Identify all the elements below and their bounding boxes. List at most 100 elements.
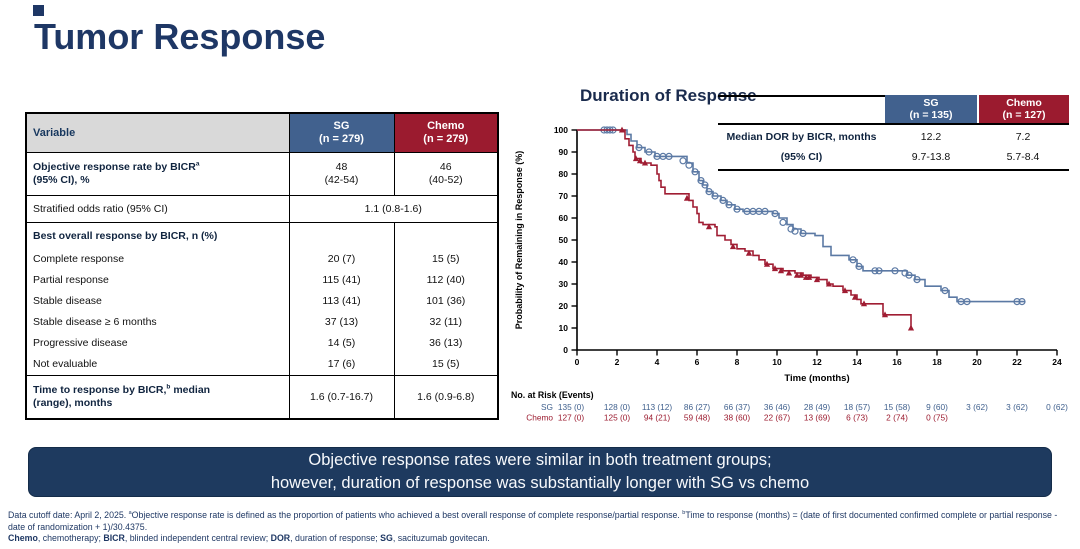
sg-censor-mark — [711, 192, 719, 200]
dor-table: SG (n = 135) Chemo (n = 127) Median DOR by… — [718, 95, 1069, 171]
risk-value: 18 (57) — [844, 402, 871, 412]
table-row: Partial response 115 (41) 112 (40) — [26, 270, 498, 291]
chemo-censor-mark — [763, 260, 771, 267]
chemo-censor-mark — [636, 157, 644, 164]
y-tick-label: 100 — [554, 125, 568, 135]
sg-censor-mark — [941, 287, 949, 295]
row-label: Objective response rate by BICRa (95% CI)… — [26, 152, 289, 196]
sg-censor-mark — [901, 269, 909, 277]
risk-value: 9 (60) — [926, 402, 948, 412]
sg-column-header: SG (n = 279) — [288, 113, 394, 153]
x-tick-label: 14 — [852, 357, 862, 367]
sg-censor-mark — [665, 152, 673, 161]
chemo-censor-mark — [793, 271, 801, 278]
risk-row-name: Chemo — [526, 413, 553, 423]
dor-chemo-header: Chemo (n = 127) — [977, 95, 1069, 123]
sg-value — [288, 222, 394, 249]
chemo-censor-mark — [860, 300, 868, 307]
y-tick-label: 0 — [563, 345, 568, 355]
sg-censor-mark — [849, 256, 857, 264]
accent-square — [33, 5, 44, 16]
sg-censor-mark — [705, 187, 713, 196]
sg-censor-mark — [645, 148, 653, 156]
chemo-censor-mark — [907, 324, 915, 331]
sg-censor-mark — [963, 298, 971, 306]
risk-value: 13 (69) — [804, 413, 831, 423]
risk-table-title: No. at Risk (Events) — [511, 390, 594, 400]
table-row: Progressive disease 14 (5) 36 (13) — [26, 333, 498, 354]
risk-value: 6 (73) — [846, 413, 868, 423]
dor-table-header-row: SG (n = 135) Chemo (n = 127) — [718, 95, 1069, 125]
risk-value: 2 (74) — [886, 413, 908, 423]
chemo-censor-mark — [777, 267, 785, 274]
chemo-censor-mark — [745, 249, 753, 256]
risk-value: 38 (60) — [724, 413, 751, 423]
sg-censor-mark — [1013, 298, 1021, 306]
y-tick-label: 80 — [559, 169, 569, 179]
x-tick-label: 10 — [772, 357, 782, 367]
dor-ci-row: (95% CI) 9.7-13.8 5.7-8.4 — [718, 147, 1069, 169]
chemo-censor-mark — [618, 126, 626, 133]
sg-censor-mark — [799, 229, 807, 237]
table-row: Best overall response by BICR, n (%) — [26, 222, 498, 249]
dor-chemo-ci-value: 5.7-8.4 — [1006, 151, 1040, 163]
chemo-censor-mark — [805, 274, 813, 280]
x-tick-label: 6 — [695, 357, 700, 367]
x-tick-label: 20 — [972, 357, 982, 367]
sg-censor-mark — [913, 276, 921, 284]
risk-value: 0 (62) — [1046, 402, 1068, 412]
chemo-value: 101 (36) — [393, 291, 498, 312]
chemo-value: 112 (40) — [393, 270, 498, 291]
sg-censor-mark — [771, 210, 779, 218]
chemo-censor-mark — [683, 194, 691, 201]
sg-censor-mark — [1018, 298, 1026, 306]
dor-sg-header: SG (n = 135) — [885, 95, 977, 123]
table-row: Time to response by BICR,b median (range)… — [26, 375, 498, 419]
dor-row-label: (95% CI) — [780, 151, 823, 163]
sg-censor-mark — [779, 218, 787, 226]
x-tick-label: 12 — [812, 357, 822, 367]
chemo-censor-mark — [797, 271, 805, 278]
sg-value: 37 (13) — [288, 312, 394, 333]
variable-column-header: Variable — [26, 113, 289, 153]
sg-censor-mark — [725, 201, 733, 209]
sg-value: 48 (42-54) — [288, 152, 394, 196]
dor-header-spacer — [718, 95, 885, 123]
y-tick-label: 40 — [559, 257, 569, 267]
row-label: Best overall response by BICR, n (%) — [26, 222, 289, 249]
dor-row-label: Median DOR by BICR, months — [726, 131, 877, 143]
sg-censor-mark — [679, 157, 687, 165]
sg-censor-mark — [685, 161, 693, 169]
dor-sg-ci-value: 9.7-13.8 — [911, 151, 951, 163]
risk-value: 28 (49) — [804, 402, 831, 412]
risk-value: 66 (37) — [724, 402, 751, 412]
chemo-censor-mark — [729, 243, 737, 250]
y-tick-label: 10 — [559, 323, 569, 333]
table-row: Complete response 20 (7) 15 (5) — [26, 249, 498, 270]
x-tick-label: 2 — [615, 357, 620, 367]
chemo-value: 32 (11) — [393, 312, 498, 333]
sg-value: 115 (41) — [288, 270, 394, 291]
table-row: Stable disease ≥ 6 months 37 (13) 32 (11) — [26, 312, 498, 333]
sg-censor-mark — [875, 267, 883, 275]
sg-censor-mark — [871, 267, 879, 275]
sg-censor-mark — [791, 227, 799, 235]
risk-value: 15 (58) — [884, 402, 911, 412]
x-tick-label: 4 — [655, 357, 660, 367]
y-tick-label: 90 — [559, 147, 569, 157]
chemo-column-header: Chemo (n = 279) — [393, 113, 498, 153]
y-tick-label: 50 — [559, 235, 569, 245]
response-table-header: Variable SG (n = 279) Chemo (n = 279) — [26, 113, 498, 153]
page-title: Tumor Response — [34, 16, 326, 57]
sg-censor-mark — [891, 267, 899, 275]
table-row: Not evaluable 17 (6) 15 (5) — [26, 354, 498, 376]
row-label: Stable disease — [33, 295, 102, 307]
chemo-censor-mark — [785, 269, 793, 276]
risk-value: 125 (0) — [604, 413, 631, 423]
merged-value: 1.1 (0.8-1.6) — [288, 195, 498, 223]
summary-line-1: Objective response rates were similar in… — [308, 451, 772, 469]
risk-value: 3 (62) — [966, 402, 988, 412]
sg-value: 17 (6) — [288, 354, 394, 376]
chemo-value: 15 (5) — [393, 354, 498, 376]
